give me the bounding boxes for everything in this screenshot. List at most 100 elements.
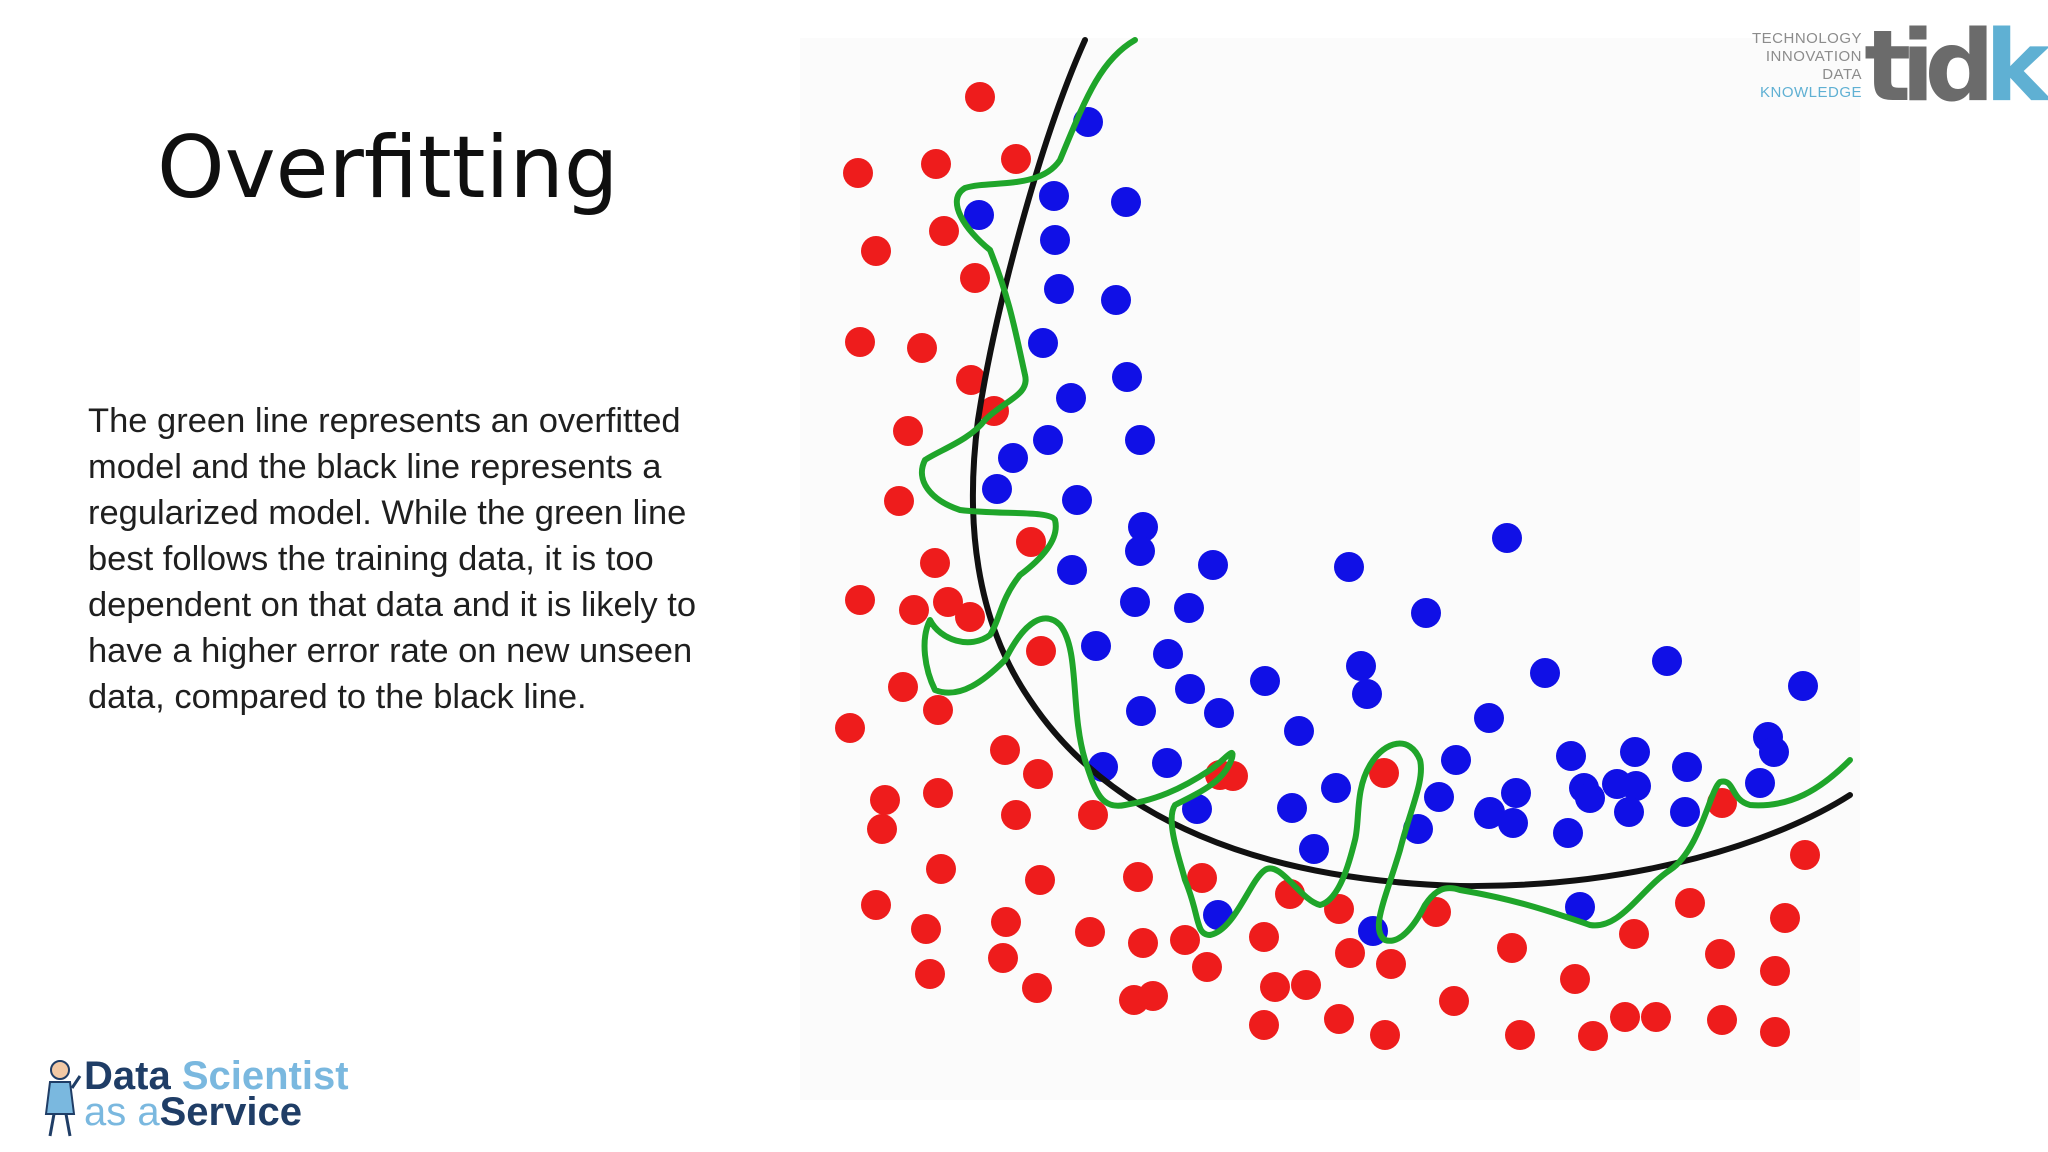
blue-point — [1112, 362, 1142, 392]
body-line: regularized model. While the green line — [88, 494, 687, 532]
blue-point — [1788, 671, 1818, 701]
tidk-mark: tidk — [1864, 18, 2048, 116]
body-line: best follows the training data, it is to… — [88, 540, 654, 578]
body-line: model and the black line represents a — [88, 448, 662, 486]
blue-point — [1039, 181, 1069, 211]
blue-point — [1530, 658, 1560, 688]
red-point — [1619, 919, 1649, 949]
red-point — [990, 735, 1020, 765]
blue-point — [1198, 550, 1228, 580]
red-point — [1790, 840, 1820, 870]
red-point — [929, 216, 959, 246]
blue-point — [1602, 769, 1632, 799]
blue-point — [1152, 748, 1182, 778]
red-point — [965, 82, 995, 112]
blue-point — [964, 200, 994, 230]
red-point — [915, 959, 945, 989]
red-point — [991, 907, 1021, 937]
red-point — [1023, 759, 1053, 789]
overfitted-boundary-green-line — [918, 37, 1853, 944]
red-point — [1610, 1002, 1640, 1032]
red-point — [923, 778, 953, 808]
red-point — [1016, 527, 1046, 557]
blue-point — [1101, 285, 1131, 315]
blue-point — [1174, 593, 1204, 623]
dsaas-word: Data — [84, 1054, 171, 1098]
red-point — [1705, 939, 1735, 969]
blue-point — [1204, 698, 1234, 728]
blue-point — [1441, 745, 1471, 775]
scientist-figure-icon — [44, 1060, 82, 1137]
blue-point — [1056, 383, 1086, 413]
red-point — [1675, 888, 1705, 918]
red-point — [1260, 972, 1290, 1002]
body-line: The green line represents an overfitted — [88, 402, 681, 440]
red-point — [1128, 928, 1158, 958]
red-point — [1170, 925, 1200, 955]
red-point — [956, 365, 986, 395]
blue-point — [1028, 328, 1058, 358]
dsaas-word: Service — [159, 1090, 302, 1134]
dsaas-word: as a — [84, 1090, 160, 1134]
blue-point — [1284, 716, 1314, 746]
red-point — [926, 854, 956, 884]
tidk-word: DATA — [1822, 66, 1862, 83]
blue-point — [1474, 799, 1504, 829]
red-point — [1123, 862, 1153, 892]
red-point — [861, 890, 891, 920]
red-point — [1497, 933, 1527, 963]
red-point — [955, 602, 985, 632]
tidk-word: INNOVATION — [1765, 48, 1862, 65]
red-point — [1505, 1020, 1535, 1050]
blue-point — [1250, 666, 1280, 696]
blue-point — [1575, 783, 1605, 813]
data-scientist-as-a-service-logo: Data Scientist as aService — [38, 1052, 368, 1138]
blue-point — [1553, 818, 1583, 848]
blue-point — [1299, 834, 1329, 864]
slide-title: Overfitting — [157, 118, 619, 218]
red-point — [1370, 1020, 1400, 1050]
blue-point — [1745, 768, 1775, 798]
blue-point — [1153, 639, 1183, 669]
blue-point — [1498, 808, 1528, 838]
red-point — [1707, 1005, 1737, 1035]
slide-body-text: The green line represents an overfitted … — [88, 398, 788, 720]
tidk-mark-main: tid — [1864, 10, 1995, 124]
tidk-mark-accent: k — [1984, 10, 2048, 124]
regularized-boundary-black-line — [969, 37, 1853, 890]
red-point — [907, 333, 937, 363]
red-point — [893, 416, 923, 446]
blue-point — [1492, 523, 1522, 553]
red-point — [960, 263, 990, 293]
red-point — [1026, 636, 1056, 666]
blue-point — [1128, 512, 1158, 542]
blue-point — [1334, 552, 1364, 582]
red-point — [1376, 949, 1406, 979]
red-point — [1641, 1002, 1671, 1032]
blue-point — [1081, 631, 1111, 661]
red-point — [1439, 986, 1469, 1016]
dsaas-word: Scientist — [181, 1054, 349, 1098]
red-point — [1187, 863, 1217, 893]
red-point — [1760, 1017, 1790, 1047]
red-point — [1560, 964, 1590, 994]
blue-point — [1346, 651, 1376, 681]
red-point — [843, 158, 873, 188]
red-point — [888, 672, 918, 702]
blue-point — [1672, 752, 1702, 782]
blue-point — [1652, 646, 1682, 676]
blue-point — [982, 474, 1012, 504]
blue-point — [1565, 892, 1595, 922]
red-point — [988, 943, 1018, 973]
blue-point — [1474, 703, 1504, 733]
red-point — [920, 548, 950, 578]
blue-point — [1062, 485, 1092, 515]
red-point — [845, 327, 875, 357]
tidk-word: TECHNOLOGY — [1751, 30, 1862, 47]
red-point — [1075, 917, 1105, 947]
blue-point — [1321, 773, 1351, 803]
red-point — [1025, 865, 1055, 895]
tidk-word: KNOWLEDGE — [1759, 84, 1862, 101]
red-point — [884, 486, 914, 516]
red-point — [845, 585, 875, 615]
